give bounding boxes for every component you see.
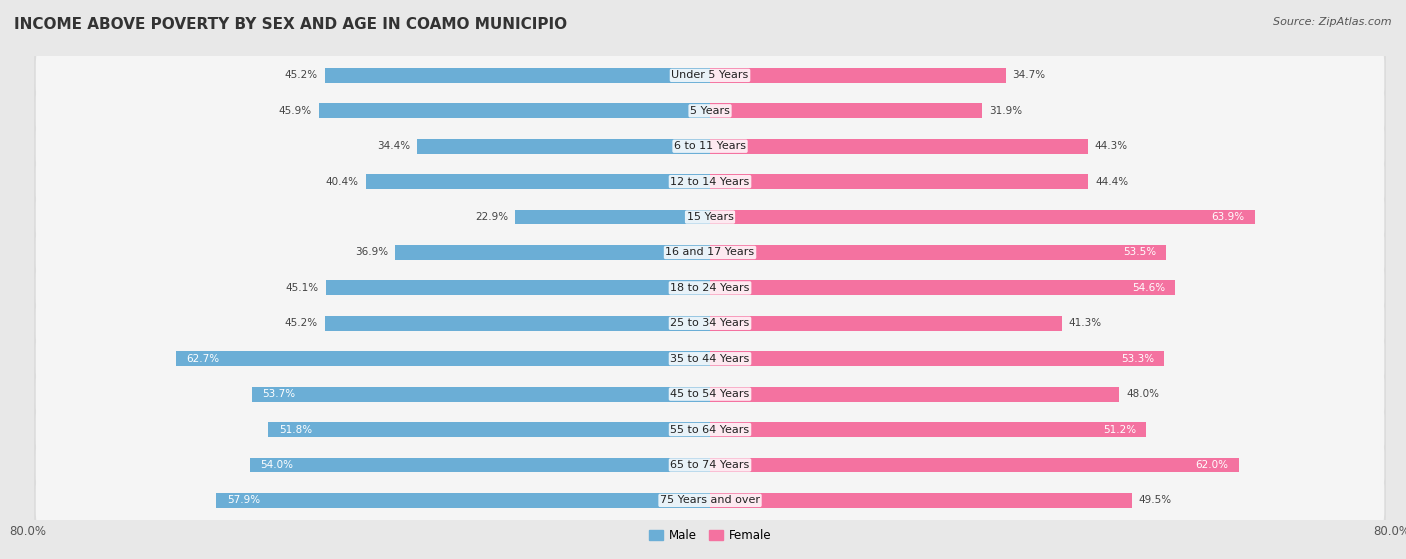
Text: INCOME ABOVE POVERTY BY SEX AND AGE IN COAMO MUNICIPIO: INCOME ABOVE POVERTY BY SEX AND AGE IN C…	[14, 17, 567, 32]
Bar	[416, 139, 710, 154]
Bar	[710, 103, 981, 119]
Bar	[710, 245, 1166, 260]
Text: 62.0%: 62.0%	[1195, 460, 1229, 470]
Bar	[250, 457, 710, 472]
Text: 53.7%: 53.7%	[263, 389, 295, 399]
Text: 18 to 24 Years: 18 to 24 Years	[671, 283, 749, 293]
Text: 45.2%: 45.2%	[285, 70, 318, 80]
Bar	[325, 68, 710, 83]
Bar	[710, 174, 1088, 189]
FancyBboxPatch shape	[34, 79, 1386, 143]
FancyBboxPatch shape	[34, 468, 1386, 533]
Bar	[710, 281, 1175, 295]
FancyBboxPatch shape	[35, 475, 1385, 525]
FancyBboxPatch shape	[34, 185, 1386, 249]
Text: 48.0%: 48.0%	[1126, 389, 1159, 399]
Bar	[710, 316, 1062, 331]
Text: 5 Years: 5 Years	[690, 106, 730, 116]
Text: 22.9%: 22.9%	[475, 212, 508, 222]
Text: 57.9%: 57.9%	[226, 495, 260, 505]
FancyBboxPatch shape	[34, 362, 1386, 427]
Text: 62.7%: 62.7%	[186, 354, 219, 364]
FancyBboxPatch shape	[34, 114, 1386, 178]
Text: 36.9%: 36.9%	[356, 248, 388, 258]
Text: 45.9%: 45.9%	[278, 106, 312, 116]
Text: 35 to 44 Years: 35 to 44 Years	[671, 354, 749, 364]
Text: 12 to 14 Years: 12 to 14 Years	[671, 177, 749, 187]
Bar	[710, 139, 1088, 154]
Bar	[710, 68, 1005, 83]
Text: 53.5%: 53.5%	[1123, 248, 1156, 258]
Text: 49.5%: 49.5%	[1139, 495, 1173, 505]
FancyBboxPatch shape	[35, 192, 1385, 242]
FancyBboxPatch shape	[34, 43, 1386, 108]
FancyBboxPatch shape	[35, 369, 1385, 419]
Text: 54.0%: 54.0%	[260, 460, 292, 470]
Text: 34.7%: 34.7%	[1012, 70, 1046, 80]
Text: 53.3%: 53.3%	[1121, 354, 1154, 364]
Bar	[366, 174, 710, 189]
Legend: Male, Female: Male, Female	[644, 524, 776, 547]
Bar	[325, 316, 710, 331]
Text: 55 to 64 Years: 55 to 64 Years	[671, 424, 749, 434]
FancyBboxPatch shape	[35, 263, 1385, 313]
Text: 75 Years and over: 75 Years and over	[659, 495, 761, 505]
FancyBboxPatch shape	[34, 397, 1386, 462]
Bar	[710, 457, 1239, 472]
Bar	[515, 210, 710, 225]
Bar	[710, 422, 1146, 437]
Text: 51.2%: 51.2%	[1104, 424, 1136, 434]
Bar	[319, 103, 710, 119]
Text: 6 to 11 Years: 6 to 11 Years	[673, 141, 747, 151]
Bar	[252, 387, 710, 401]
Text: Under 5 Years: Under 5 Years	[672, 70, 748, 80]
Text: 51.8%: 51.8%	[278, 424, 312, 434]
Bar	[269, 422, 710, 437]
FancyBboxPatch shape	[35, 404, 1385, 454]
FancyBboxPatch shape	[34, 433, 1386, 497]
Text: 16 and 17 Years: 16 and 17 Years	[665, 248, 755, 258]
FancyBboxPatch shape	[34, 149, 1386, 214]
Text: 40.4%: 40.4%	[326, 177, 359, 187]
Text: 54.6%: 54.6%	[1132, 283, 1166, 293]
FancyBboxPatch shape	[35, 334, 1385, 384]
Text: 45.1%: 45.1%	[285, 283, 319, 293]
Text: 41.3%: 41.3%	[1069, 318, 1102, 328]
FancyBboxPatch shape	[35, 86, 1385, 136]
Text: 34.4%: 34.4%	[377, 141, 411, 151]
FancyBboxPatch shape	[35, 157, 1385, 207]
Text: Source: ZipAtlas.com: Source: ZipAtlas.com	[1274, 17, 1392, 27]
FancyBboxPatch shape	[34, 326, 1386, 391]
FancyBboxPatch shape	[35, 440, 1385, 490]
Bar	[326, 281, 710, 295]
FancyBboxPatch shape	[34, 220, 1386, 285]
Bar	[710, 351, 1164, 366]
Text: 45.2%: 45.2%	[285, 318, 318, 328]
Bar	[710, 493, 1132, 508]
Bar	[710, 210, 1254, 225]
FancyBboxPatch shape	[34, 291, 1386, 356]
Bar	[395, 245, 710, 260]
FancyBboxPatch shape	[34, 255, 1386, 320]
Text: 45 to 54 Years: 45 to 54 Years	[671, 389, 749, 399]
FancyBboxPatch shape	[35, 298, 1385, 348]
Bar	[710, 387, 1119, 401]
FancyBboxPatch shape	[35, 228, 1385, 278]
Bar	[176, 351, 710, 366]
FancyBboxPatch shape	[35, 50, 1385, 101]
Text: 65 to 74 Years: 65 to 74 Years	[671, 460, 749, 470]
Text: 44.4%: 44.4%	[1095, 177, 1129, 187]
Text: 25 to 34 Years: 25 to 34 Years	[671, 318, 749, 328]
Text: 63.9%: 63.9%	[1212, 212, 1244, 222]
Text: 44.3%: 44.3%	[1094, 141, 1128, 151]
Text: 31.9%: 31.9%	[988, 106, 1022, 116]
Text: 15 Years: 15 Years	[686, 212, 734, 222]
Bar	[217, 493, 710, 508]
FancyBboxPatch shape	[35, 121, 1385, 172]
